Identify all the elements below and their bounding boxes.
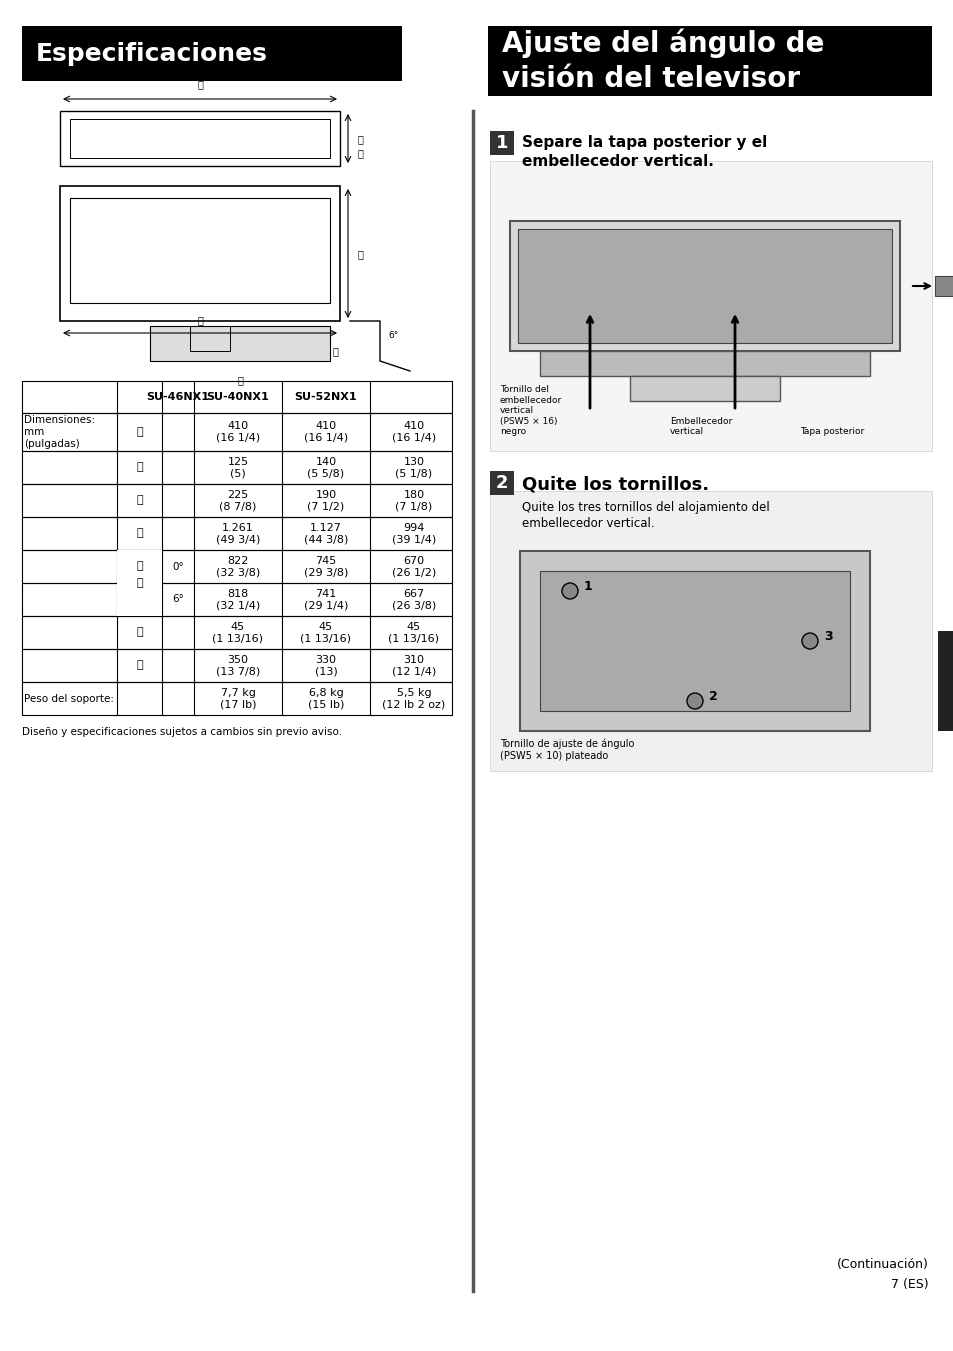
Text: 410
(16 1/4): 410 (16 1/4) bbox=[304, 422, 348, 443]
Text: 1: 1 bbox=[496, 134, 508, 153]
Circle shape bbox=[561, 584, 578, 598]
Text: Diseño y especificaciones sujetos a cambios sin previo aviso.: Diseño y especificaciones sujetos a camb… bbox=[22, 727, 342, 738]
Text: 6°: 6° bbox=[388, 331, 397, 340]
Bar bbox=[490, 471, 514, 494]
Text: 2: 2 bbox=[496, 474, 508, 492]
Text: 2: 2 bbox=[708, 690, 717, 704]
Text: 180
(7 1/8): 180 (7 1/8) bbox=[395, 489, 432, 511]
Text: Tornillo de ajuste de ángulo
(PSW5 × 10) plateado: Tornillo de ajuste de ángulo (PSW5 × 10)… bbox=[499, 739, 634, 761]
Bar bbox=[488, 26, 931, 96]
Text: ⓖ: ⓖ bbox=[332, 346, 337, 357]
Bar bbox=[510, 222, 899, 351]
Text: 410
(16 1/4): 410 (16 1/4) bbox=[392, 422, 436, 443]
Text: 7,7 kg
(17 lb): 7,7 kg (17 lb) bbox=[219, 688, 256, 709]
Bar bbox=[22, 413, 452, 451]
Text: 5,5 kg
(12 lb 2 oz): 5,5 kg (12 lb 2 oz) bbox=[382, 688, 445, 709]
Text: Ⓕ: Ⓕ bbox=[136, 627, 143, 638]
Text: Quite los tres tornillos del alojamiento del
embellecedor vertical.: Quite los tres tornillos del alojamiento… bbox=[521, 501, 769, 530]
Text: Tapa posterior: Tapa posterior bbox=[800, 427, 863, 436]
Text: 0°: 0° bbox=[172, 562, 184, 571]
Text: 6,8 kg
(15 lb): 6,8 kg (15 lb) bbox=[308, 688, 344, 709]
Text: 350
(13 7/8): 350 (13 7/8) bbox=[215, 655, 260, 677]
Text: 994
(39 1/4): 994 (39 1/4) bbox=[392, 523, 436, 544]
Text: 330
(13): 330 (13) bbox=[314, 655, 337, 677]
Text: 6°: 6° bbox=[172, 594, 184, 604]
Bar bbox=[150, 326, 330, 361]
Text: 1: 1 bbox=[583, 581, 592, 593]
Bar bbox=[519, 551, 869, 731]
Bar bbox=[22, 550, 452, 584]
Text: Quite los tornillos.: Quite los tornillos. bbox=[521, 476, 708, 493]
Bar bbox=[517, 230, 891, 343]
Bar bbox=[22, 682, 452, 715]
Text: Ⓑ: Ⓑ bbox=[357, 134, 363, 145]
Text: Tornillo del
embellecedor
vertical
(PSW5 × 16)
negro: Tornillo del embellecedor vertical (PSW5… bbox=[499, 385, 561, 436]
Text: Dimensiones:
mm
(pulgadas): Dimensiones: mm (pulgadas) bbox=[24, 415, 95, 449]
Bar bbox=[490, 131, 514, 155]
Text: Ajuste del ángulo de
visión del televisor: Ajuste del ángulo de visión del televiso… bbox=[501, 28, 823, 93]
Text: 822
(32 3/8): 822 (32 3/8) bbox=[215, 555, 260, 577]
Text: 140
(5 5/8): 140 (5 5/8) bbox=[307, 457, 344, 478]
Bar bbox=[117, 550, 162, 616]
Text: Ⓖ: Ⓖ bbox=[136, 661, 143, 670]
Text: Ⓐ: Ⓐ bbox=[136, 427, 143, 436]
Text: 125
(5): 125 (5) bbox=[227, 457, 249, 478]
Text: 45
(1 13/16): 45 (1 13/16) bbox=[388, 621, 439, 643]
Bar bbox=[937, 631, 953, 731]
Bar bbox=[629, 376, 780, 401]
Text: ⓕ: ⓕ bbox=[236, 376, 243, 385]
Text: Ⓒ: Ⓒ bbox=[136, 496, 143, 505]
Text: Peso del soporte:: Peso del soporte: bbox=[24, 693, 113, 704]
Text: SU-52NX1: SU-52NX1 bbox=[294, 392, 357, 403]
Text: 670
(26 1/2): 670 (26 1/2) bbox=[392, 555, 436, 577]
Text: Ⓔ: Ⓔ bbox=[357, 249, 363, 259]
Text: 225
(8 7/8): 225 (8 7/8) bbox=[219, 489, 256, 511]
Bar bbox=[60, 111, 339, 166]
Text: 1.261
(49 3/4): 1.261 (49 3/4) bbox=[215, 523, 260, 544]
Text: 45
(1 13/16): 45 (1 13/16) bbox=[300, 621, 351, 643]
Text: 7 (ES): 7 (ES) bbox=[890, 1278, 928, 1292]
Text: 745
(29 3/8): 745 (29 3/8) bbox=[303, 555, 348, 577]
Text: 3: 3 bbox=[823, 631, 832, 643]
Bar bbox=[190, 326, 230, 351]
Bar bbox=[22, 616, 452, 648]
Text: Ⓐ: Ⓐ bbox=[197, 78, 203, 89]
Text: 1.127
(44 3/8): 1.127 (44 3/8) bbox=[303, 523, 348, 544]
Bar bbox=[490, 490, 931, 771]
Text: Embellecedor
vertical: Embellecedor vertical bbox=[669, 416, 732, 436]
Bar bbox=[60, 186, 339, 322]
Bar bbox=[22, 451, 452, 484]
Text: SU-40NX1: SU-40NX1 bbox=[207, 392, 269, 403]
Text: Ⓔ: Ⓔ bbox=[136, 562, 143, 571]
Text: 130
(5 1/8): 130 (5 1/8) bbox=[395, 457, 432, 478]
Text: Especificaciones: Especificaciones bbox=[36, 42, 268, 65]
Text: 667
(26 3/8): 667 (26 3/8) bbox=[392, 589, 436, 611]
Bar bbox=[539, 351, 869, 376]
Text: ⓓ: ⓓ bbox=[197, 315, 203, 326]
Bar bbox=[22, 517, 452, 550]
Text: 410
(16 1/4): 410 (16 1/4) bbox=[215, 422, 260, 443]
Text: (Continuación): (Continuación) bbox=[836, 1258, 928, 1271]
Text: Ⓒ: Ⓒ bbox=[357, 149, 363, 158]
Bar bbox=[22, 648, 452, 682]
Bar bbox=[70, 199, 330, 303]
Text: 190
(7 1/2): 190 (7 1/2) bbox=[307, 489, 344, 511]
Bar bbox=[22, 484, 452, 517]
Text: 310
(12 1/4): 310 (12 1/4) bbox=[392, 655, 436, 677]
Text: Ⓑ: Ⓑ bbox=[136, 462, 143, 473]
Bar bbox=[539, 571, 849, 711]
Circle shape bbox=[801, 634, 817, 648]
Bar bbox=[22, 381, 452, 413]
Text: Ⓔ: Ⓔ bbox=[136, 578, 143, 588]
Text: Separe la tapa posterior y el
embellecedor vertical.: Separe la tapa posterior y el embelleced… bbox=[521, 135, 766, 169]
Text: 741
(29 1/4): 741 (29 1/4) bbox=[303, 589, 348, 611]
Bar bbox=[70, 119, 330, 158]
Bar bbox=[490, 161, 931, 451]
Text: ⓓ: ⓓ bbox=[136, 528, 143, 539]
Bar bbox=[934, 276, 953, 296]
Bar bbox=[22, 584, 452, 616]
Text: SU-46NX1: SU-46NX1 bbox=[147, 392, 210, 403]
Bar bbox=[22, 26, 401, 81]
Text: 45
(1 13/16): 45 (1 13/16) bbox=[213, 621, 263, 643]
Circle shape bbox=[686, 693, 702, 709]
